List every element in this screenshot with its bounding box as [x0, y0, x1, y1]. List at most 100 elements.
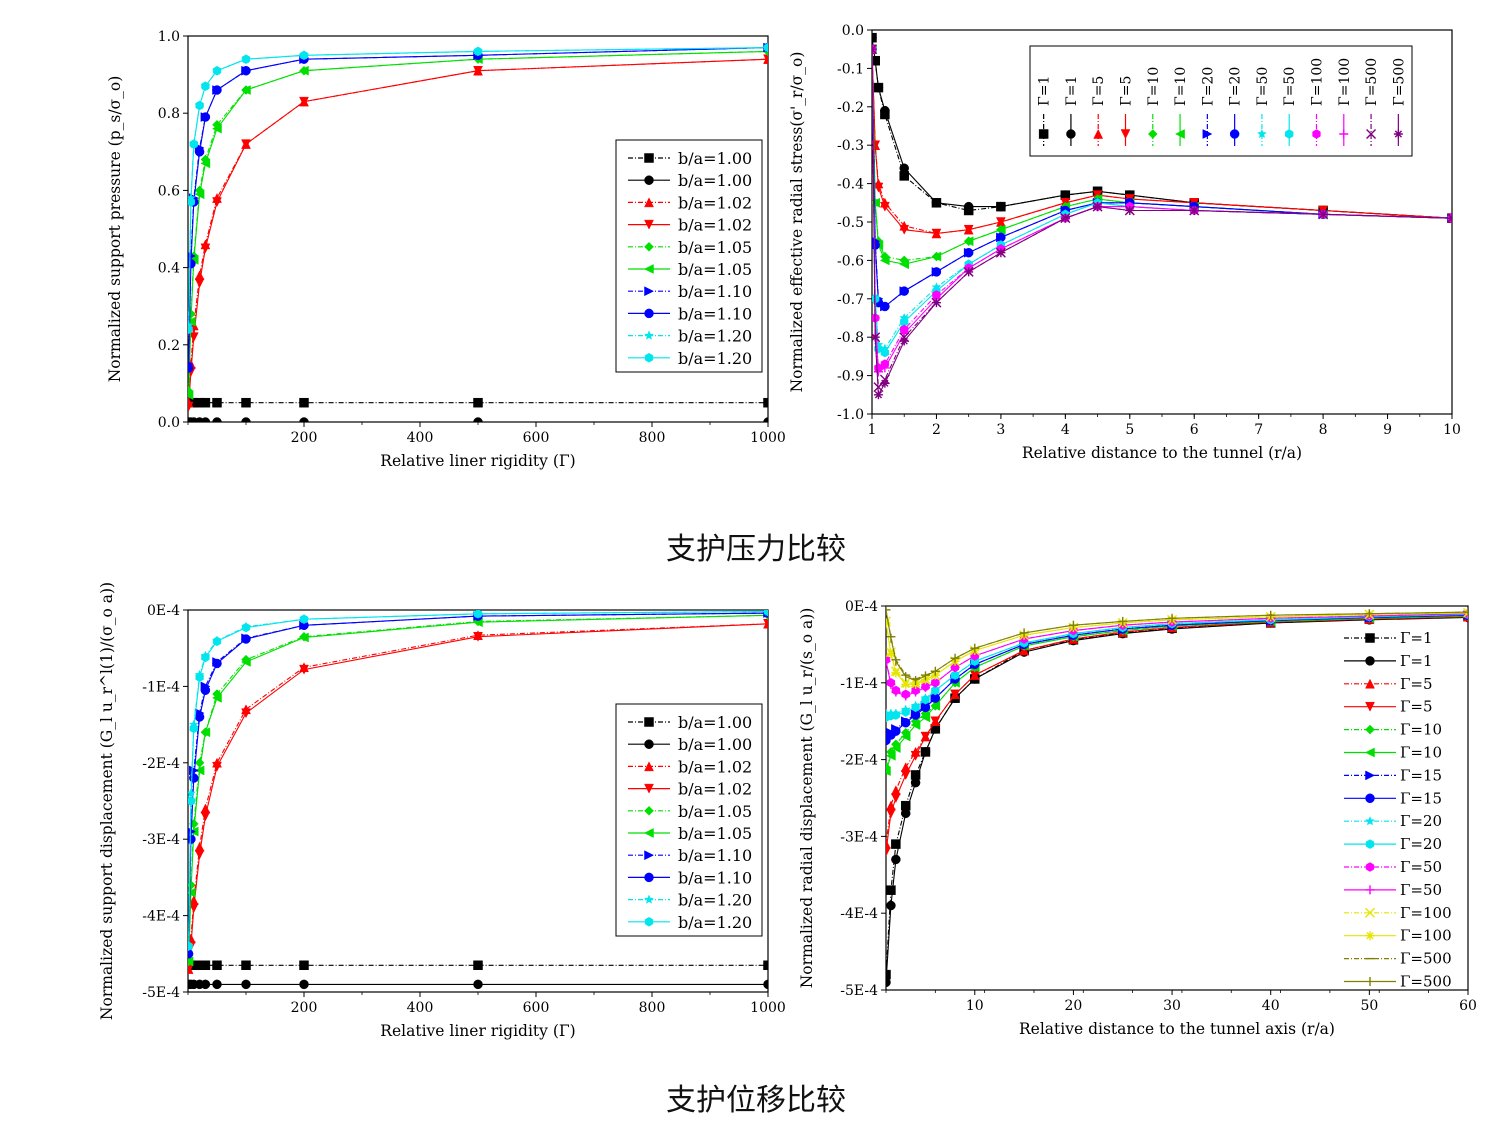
legend-label: b/a=1.10 — [678, 846, 752, 865]
data-point — [194, 189, 205, 200]
series-line — [886, 615, 1468, 768]
data-point — [473, 960, 483, 971]
chart-panel-1: 200 400 600 800 1000 0.0 0.2 0.4 0.6 0.8 1.0 Relati… — [106, 29, 786, 470]
data-point — [886, 900, 896, 911]
data-point — [1093, 202, 1103, 212]
series-line — [188, 623, 768, 970]
legend-label: Γ=5 — [1091, 76, 1107, 106]
data-point — [1060, 213, 1070, 223]
data-point — [212, 658, 222, 669]
legend-marker — [1365, 724, 1375, 735]
x-tick-label: 800 — [639, 1000, 666, 1016]
plot-area — [886, 606, 1468, 988]
y-tick-label: 0E-4 — [147, 603, 180, 619]
y-tick-label: 0E-4 — [845, 599, 878, 615]
data-point — [763, 610, 768, 617]
legend-marker — [1365, 907, 1375, 918]
legend-marker — [1365, 931, 1375, 941]
y-tick-label: 0.0 — [842, 23, 864, 39]
y-tick-label: -5E-4 — [840, 983, 878, 999]
data-point — [763, 42, 768, 53]
data-point — [886, 977, 891, 988]
legend-marker — [1365, 885, 1375, 895]
data-point — [995, 224, 1006, 235]
data-point — [188, 197, 196, 207]
series-line — [886, 613, 1468, 718]
legend-marker — [1066, 129, 1076, 139]
legend-marker — [1120, 129, 1131, 140]
data-point — [891, 687, 901, 697]
legend-label: Γ=1 — [1064, 76, 1080, 106]
y-tick-label: -0.3 — [837, 138, 864, 154]
data-point — [1189, 205, 1199, 215]
chart-panel-4: 10 20 30 40 50 60 -5E-4 -4E-4 -3E-4 -2E-4 -1E-4 0E-… — [798, 599, 1477, 1038]
data-point — [911, 702, 920, 713]
y-tick-label: -0.5 — [837, 215, 864, 231]
data-point — [763, 619, 768, 629]
series-line — [872, 49, 1452, 235]
series-line — [188, 47, 768, 330]
legend-marker — [1229, 129, 1240, 139]
legend-marker — [1366, 129, 1377, 139]
data-point — [241, 54, 251, 64]
data-point — [201, 81, 210, 91]
legend-label: Γ=100 — [1400, 927, 1452, 945]
y-tick-label: -0.9 — [837, 369, 864, 385]
legend-marker — [1365, 656, 1375, 666]
legend-marker — [644, 197, 654, 208]
series-line — [188, 614, 768, 962]
data-point — [200, 979, 211, 990]
y-axis-label: Normalized support displacement (G_l u_r… — [98, 582, 116, 1020]
data-point — [240, 657, 251, 667]
data-point — [931, 251, 942, 262]
data-point — [996, 248, 1006, 258]
data-point — [188, 796, 196, 806]
data-point — [899, 286, 909, 296]
data-point — [886, 655, 891, 665]
legend-label: Γ=10 — [1173, 67, 1189, 106]
y-tick-label: 0.4 — [158, 261, 180, 277]
y-tick-label: 0.6 — [158, 183, 180, 199]
x-tick-label: 6 — [1190, 422, 1199, 438]
data-point — [212, 397, 222, 408]
y-tick-label: -0.2 — [837, 100, 864, 116]
data-point — [873, 390, 883, 400]
data-point — [886, 679, 896, 689]
data-point — [200, 243, 211, 254]
data-point — [880, 301, 890, 312]
data-point — [299, 50, 309, 61]
data-point — [872, 55, 880, 66]
data-point — [763, 960, 768, 971]
x-tick-label: 400 — [407, 430, 434, 446]
series-line — [188, 47, 768, 369]
data-point — [872, 332, 880, 342]
x-tick-label: 600 — [523, 430, 550, 446]
legend-marker — [644, 872, 654, 883]
data-point — [879, 201, 890, 212]
legend-label: b/a=1.02 — [678, 757, 752, 776]
data-point — [1447, 213, 1452, 223]
caption-support-displacement: 支护位移比较 — [666, 1083, 846, 1118]
data-point — [900, 717, 911, 728]
plot-frame — [885, 605, 1469, 991]
legend-marker — [1256, 128, 1267, 139]
data-point — [241, 634, 251, 644]
data-point — [1125, 205, 1135, 215]
data-point — [1463, 609, 1468, 619]
legend-marker — [644, 330, 654, 340]
data-point — [963, 201, 974, 212]
y-tick-label: -1.0 — [837, 407, 864, 423]
legend-label: b/a=1.20 — [678, 891, 752, 910]
data-point — [873, 182, 884, 193]
y-tick-label: -0.6 — [837, 253, 864, 269]
legend-label: Γ=20 — [1200, 67, 1216, 106]
legend-marker — [643, 828, 654, 838]
data-point — [886, 808, 896, 819]
legend-marker — [1175, 129, 1185, 139]
x-tick-label: 400 — [407, 1000, 434, 1016]
x-tick-label: 5 — [1125, 422, 1134, 438]
legend-marker — [644, 805, 654, 816]
data-point — [886, 885, 896, 895]
legend-label: b/a=1.05 — [678, 260, 752, 279]
legend-box — [615, 703, 763, 937]
